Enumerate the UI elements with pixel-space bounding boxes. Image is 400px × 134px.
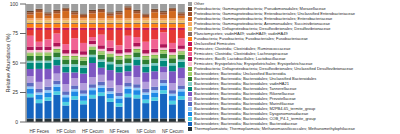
html-text:Firmicutes; Bacilli; Lactobaci: Firmicutes; Bacilli; Lactobacillales; La… [194, 56, 286, 61]
html-text:Bacteroidetes; Bacteroidia; Ba: Bacteroidetes; Bacteroidia; Bacteroidale… [194, 96, 296, 101]
svg-text:Relative Abundance (%): Relative Abundance (%) [8, 33, 11, 92]
html-text:Thermoplasmatota; Thermoplasma: Thermoplasmatota; Thermoplasmata; Methan… [194, 126, 355, 131]
svg-text:HF Feces: HF Feces [30, 129, 50, 134]
svg-text:NF Cecum: NF Cecum [162, 129, 184, 134]
svg-text:0: 0 [15, 119, 18, 125]
svg-text:NF Feces: NF Feces [110, 129, 130, 134]
html-text:Bacteroidetes; Bacteroidia; Ba: Bacteroidetes; Bacteroidia; Bacteroidale… [194, 76, 317, 81]
html-text:Bacteroidetes; Bacteroidia; Ba: Bacteroidetes; Bacteroidia; Bacteroidale… [194, 101, 295, 106]
html-text:Other: Other [194, 1, 204, 6]
html-text:Bacteroidetes; Bacteroidia; Ba: Bacteroidetes; Bacteroidia; Bacteroidale… [194, 111, 309, 116]
html-text:Bacteroidetes; Bacteroidia; Ba: Bacteroidetes; Bacteroidia; Bacteroidale… [194, 86, 297, 91]
svg-text:100: 100 [10, 1, 19, 7]
svg-text:HF Cecum: HF Cecum [82, 129, 104, 134]
html-text:Proteobacteria; Deltaproteobac: Proteobacteria; Deltaproteobacteria; Des… [194, 26, 331, 31]
html-text:Fusobacteria; Fusobacteriia; F: Fusobacteria; Fusobacteriia; Fusobacteri… [194, 36, 308, 41]
html-text:Firmicutes; Erysipelotrichia;: Firmicutes; Erysipelotrichia; Erysipelot… [194, 61, 313, 66]
html-text:Proteobacteria; Gammaproteobac: Proteobacteria; Gammaproteobacteria; Ent… [194, 11, 355, 16]
svg-text:HF Colon: HF Colon [56, 129, 76, 134]
html-text:Bacteroidetes; Bacteroidia; Ba: Bacteroidetes; Bacteroidia; Bacteroidale… [194, 81, 289, 86]
html-text:Bacteroidetes; Bacteroidia; Ba: Bacteroidetes; Bacteroidia; Bacteroidale… [194, 106, 316, 111]
html-text:Bacteroidetes; Bacteroidia; Ba: Bacteroidetes; Bacteroidia; Bacteroidale… [194, 116, 316, 121]
html-text:Proteobacteria; Deltaproteobac: Proteobacteria; Deltaproteobacteria; Des… [194, 66, 354, 71]
html-text:Bacteroidetes; Bacteroidia; Ba: Bacteroidetes; Bacteroidia; Bacteroidale… [194, 91, 295, 96]
html-text:Planctomycetes; vadinHA49; vad: Planctomycetes; vadinHA49; vadinHA49; va… [194, 31, 288, 36]
html-text:Unclassified Firmicutes: Unclassified Firmicutes [194, 41, 236, 46]
html-text:Bacteroidetes; Bacteroidia; Un: Bacteroidetes; Bacteroidia; Unclassified… [194, 71, 286, 76]
html-text:Proteobacteria; Gammaproteobac: Proteobacteria; Gammaproteobacteria; Pse… [194, 6, 326, 11]
svg-text:50: 50 [12, 60, 18, 66]
svg-text:NF Colon: NF Colon [136, 129, 156, 134]
html-text:Firmicutes; Clostridia; Clostr: Firmicutes; Clostridia; Clostridiales; L… [194, 51, 288, 56]
svg-text:75: 75 [12, 30, 18, 36]
html-text:Firmicutes; Clostridia; Clostr: Firmicutes; Clostridia; Clostridiales; R… [194, 46, 291, 51]
html-text:Proteobacteria; Gammaproteobac: Proteobacteria; Gammaproteobacteria; Ent… [194, 16, 333, 21]
html-text:Bacteroidetes; Bacteroidia; Ba: Bacteroidetes; Bacteroidia; Bacteroidale… [194, 121, 298, 126]
svg-text:25: 25 [12, 89, 18, 95]
html-text:Proteobacteria; Gammaproteobac: Proteobacteria; Gammaproteobacteria; Aer… [194, 21, 330, 26]
